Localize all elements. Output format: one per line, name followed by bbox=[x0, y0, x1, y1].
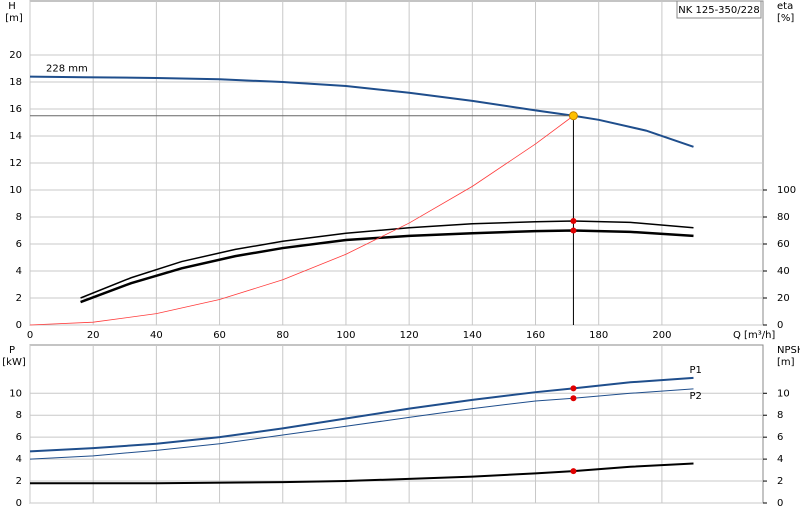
x-tick-label: 180 bbox=[589, 330, 608, 341]
x-tick-label: 80 bbox=[276, 330, 289, 341]
y2-tick-label: 80 bbox=[777, 212, 790, 223]
series-line bbox=[30, 462, 694, 485]
series-label: P2 bbox=[689, 391, 701, 402]
y2-tick-label: 6 bbox=[777, 432, 783, 443]
y-tick-label: 2 bbox=[16, 293, 22, 304]
x-tick-label: 60 bbox=[213, 330, 226, 341]
y2-tick-label: 0 bbox=[777, 320, 783, 331]
x-tick-label: 140 bbox=[463, 330, 482, 341]
series-line bbox=[80, 220, 694, 299]
y-axis-unit: [kW] bbox=[2, 357, 26, 368]
y-axis-unit: [m] bbox=[5, 13, 23, 24]
y-tick-label: 0 bbox=[16, 498, 22, 509]
y-tick-label: 4 bbox=[16, 266, 22, 277]
operating-point bbox=[570, 218, 577, 225]
x-tick-label: 160 bbox=[526, 330, 545, 341]
y-tick-label: 14 bbox=[9, 131, 22, 142]
y2-axis-unit: [%] bbox=[777, 13, 794, 24]
operating-point bbox=[570, 395, 577, 402]
x-tick-label: 200 bbox=[652, 330, 671, 341]
x-tick-label: 120 bbox=[400, 330, 419, 341]
operating-point bbox=[570, 227, 577, 234]
operating-point bbox=[568, 111, 578, 121]
y-tick-label: 2 bbox=[16, 476, 22, 487]
y-tick-label: 8 bbox=[16, 212, 22, 223]
y2-axis-title: eta bbox=[777, 1, 793, 12]
series-line bbox=[80, 229, 694, 304]
y2-tick-label: 20 bbox=[777, 293, 790, 304]
x-tick-label: 0 bbox=[27, 330, 33, 341]
operating-point bbox=[570, 385, 577, 392]
y-tick-label: 6 bbox=[16, 239, 22, 250]
y2-tick-label: 0 bbox=[777, 498, 783, 509]
y2-tick-label: 4 bbox=[777, 454, 783, 465]
series-label: 228 mm bbox=[46, 64, 88, 75]
y-tick-label: 0 bbox=[16, 320, 22, 331]
y-tick-label: 10 bbox=[9, 185, 22, 196]
y2-tick-label: 2 bbox=[777, 476, 783, 487]
series-line bbox=[29, 75, 694, 148]
x-axis-title: Q [m³/h] bbox=[733, 330, 775, 341]
y2-tick-label: 60 bbox=[777, 239, 790, 250]
y-tick-label: 6 bbox=[16, 432, 22, 443]
title-box bbox=[676, 0, 762, 19]
y-tick-label: 12 bbox=[9, 158, 22, 169]
y-axis-title: H bbox=[8, 1, 16, 12]
y2-axis-unit: [m] bbox=[777, 357, 795, 368]
series-line bbox=[29, 376, 694, 453]
y2-axis-title: NPSH bbox=[777, 345, 800, 356]
y-tick-label: 18 bbox=[9, 77, 22, 88]
chart-title: NK 125-350/228 bbox=[678, 5, 759, 16]
y2-tick-label: 100 bbox=[777, 185, 796, 196]
y-tick-label: 10 bbox=[9, 388, 22, 399]
x-tick-label: 20 bbox=[87, 330, 100, 341]
y-tick-label: 4 bbox=[16, 454, 22, 465]
y-tick-label: 16 bbox=[9, 104, 22, 115]
y-tick-label: 20 bbox=[9, 50, 22, 61]
x-tick-label: 100 bbox=[336, 330, 355, 341]
series-line bbox=[29, 388, 694, 460]
x-tick-label: 40 bbox=[150, 330, 163, 341]
y-tick-label: 8 bbox=[16, 410, 22, 421]
y2-tick-label: 10 bbox=[777, 388, 790, 399]
y2-tick-label: 40 bbox=[777, 266, 790, 277]
y-axis-title: P bbox=[9, 345, 15, 356]
series-line bbox=[29, 115, 574, 326]
y2-tick-label: 8 bbox=[777, 410, 783, 421]
series-label: P1 bbox=[689, 365, 701, 376]
operating-point bbox=[570, 468, 577, 475]
